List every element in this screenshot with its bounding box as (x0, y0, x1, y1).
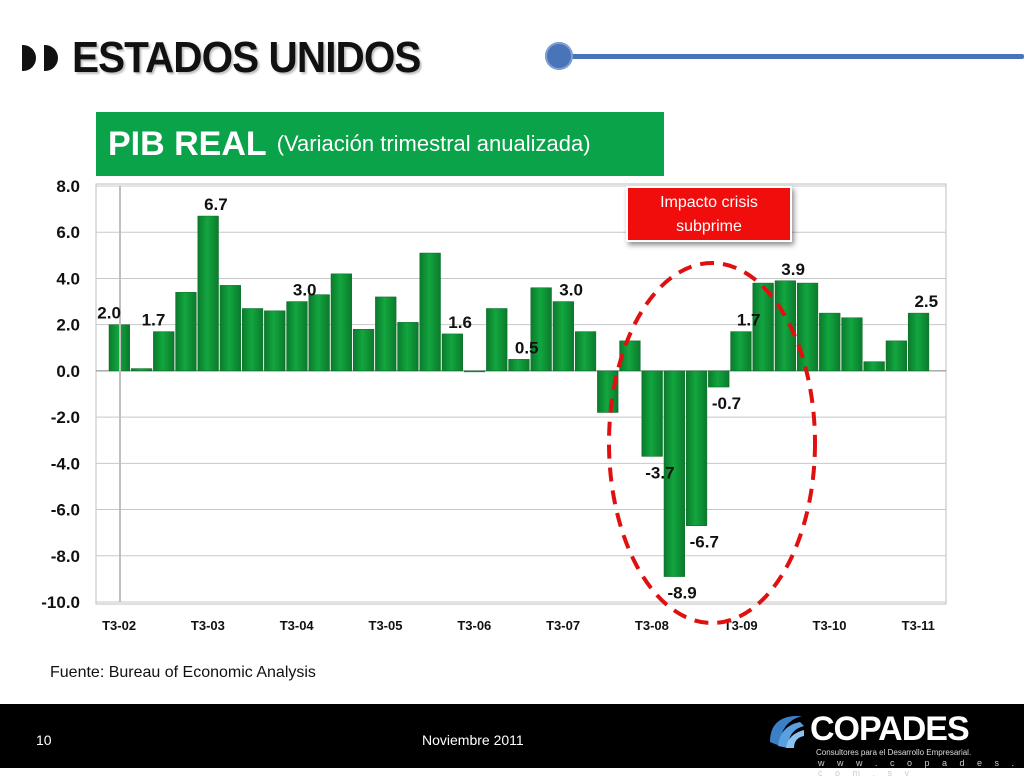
y-tick-label: 8.0 (56, 177, 80, 196)
slide-title-area: ESTADOS UNIDOS (22, 30, 451, 86)
x-tick-label: T3-06 (457, 618, 491, 633)
bar (685, 370, 708, 526)
bar (197, 215, 219, 372)
data-label: 3.0 (293, 281, 317, 300)
logo-mark-icon (770, 716, 804, 748)
copades-logo: COPADES Consultores para el Desarrollo E… (752, 704, 1024, 778)
x-tick-label: T3-11 (902, 618, 935, 633)
slide-title: ESTADOS UNIDOS (72, 33, 421, 82)
gdp-bar-chart: 8.0 6.0 4.0 2.0 0.0 -2.0 -4.0 -6.0 -8.0 -10.0 T3-0… (41, 177, 947, 633)
y-tick-label: -10.0 (41, 593, 80, 612)
bar (907, 312, 930, 372)
data-label: 3.9 (781, 260, 805, 279)
y-tick-label: -4.0 (51, 454, 80, 473)
data-label: -3.7 (645, 463, 674, 482)
bar (863, 361, 885, 372)
callout-line-2: subprime (676, 218, 742, 235)
bar (264, 310, 286, 372)
bars (108, 215, 930, 577)
bar (574, 331, 597, 372)
decorative-dot-icon (545, 42, 573, 70)
bar (153, 331, 175, 372)
bar (463, 370, 486, 373)
source-note: Fuente: Bureau of Economic Analysis (50, 664, 316, 681)
x-tick-label: T3-04 (280, 618, 315, 633)
bar (819, 312, 841, 372)
bar (486, 308, 508, 372)
logo-tagline: Consultores para el Desarrollo Empresari… (816, 748, 972, 757)
bar (241, 308, 264, 372)
x-tick-label: T3-07 (546, 618, 580, 633)
y-tick-label: -8.0 (51, 547, 80, 566)
bar (552, 301, 574, 372)
data-label: 1.7 (142, 311, 166, 330)
plot-area (95, 183, 947, 605)
decorative-line (560, 54, 1024, 59)
chart-heading: PIB REAL (Variación trimestral anualizad… (96, 112, 664, 176)
data-label: 3.0 (559, 281, 583, 300)
bar (419, 252, 441, 372)
data-label: 2.5 (914, 292, 938, 311)
bar (375, 296, 397, 372)
data-label: -0.7 (712, 394, 741, 413)
bar (508, 359, 530, 372)
bar (641, 370, 663, 457)
bar (619, 340, 641, 372)
x-tick-label: T3-02 (102, 618, 136, 633)
logo-url: w w w . c o p a d e s . c o m . s v (818, 758, 1020, 778)
chart-heading-sub: (Variación trimestral anualizada) (276, 131, 591, 156)
bar (352, 329, 375, 372)
bar (708, 370, 730, 388)
bar (752, 282, 774, 372)
data-label: -8.9 (667, 584, 696, 603)
x-tick-label: T3-05 (369, 618, 403, 633)
bar (796, 282, 819, 372)
data-label: 0.5 (515, 338, 539, 357)
callout-line-1: Impacto crisis (660, 194, 758, 211)
y-tick-label: -2.0 (51, 408, 80, 427)
y-tick-label: 2.0 (56, 316, 80, 335)
bar (885, 340, 907, 372)
bar (774, 280, 796, 372)
crisis-ellipse (607, 261, 817, 625)
bar (330, 273, 352, 372)
x-tick-label: T3-09 (724, 618, 758, 633)
title-bullet-icon (22, 45, 36, 71)
data-label: -6.7 (690, 533, 719, 552)
bar (219, 285, 241, 372)
data-label: 1.7 (737, 311, 761, 330)
bar (286, 301, 308, 372)
x-tick-label: T3-08 (635, 618, 669, 633)
data-label: 1.6 (448, 313, 472, 332)
x-tick-label: T3-10 (813, 618, 847, 633)
bar (730, 331, 752, 372)
bar (841, 317, 863, 372)
y-tick-label: 4.0 (56, 269, 80, 288)
bar (663, 370, 685, 577)
title-bullet-icon (44, 45, 58, 71)
bar (130, 368, 153, 372)
bar (308, 294, 330, 372)
y-tick-label: 6.0 (56, 223, 80, 242)
chart-heading-main: PIB REAL (108, 124, 267, 163)
data-label: 6.7 (204, 195, 228, 214)
page-number: 10 (36, 732, 52, 748)
x-tick-label: T3-03 (191, 618, 225, 633)
y-tick-label: 0.0 (56, 362, 80, 381)
bar (530, 287, 552, 372)
logo-name: COPADES (810, 710, 970, 748)
axes: 8.0 6.0 4.0 2.0 0.0 -2.0 -4.0 -6.0 -8.0 -10.0 T3-0… (41, 177, 935, 633)
y-tick-label: -6.0 (51, 501, 80, 520)
crisis-callout: Impacto crisis subprime (626, 186, 792, 242)
bar (175, 292, 197, 372)
bar (397, 322, 419, 372)
data-labels: 2.0 1.7 6.7 3.0 1.6 0.5 3.0 -3.7 -8.9 -6.7 -0.7 1.7… (97, 195, 938, 603)
data-label: 2.0 (97, 304, 121, 323)
bar (441, 333, 463, 372)
footer-date: Noviembre 2011 (422, 732, 524, 748)
